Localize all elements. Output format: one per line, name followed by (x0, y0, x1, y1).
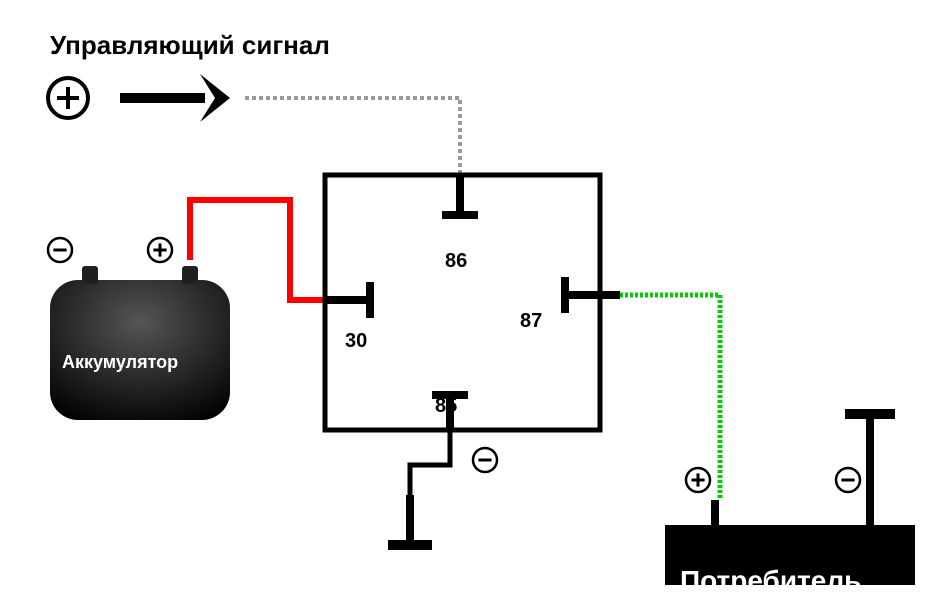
wire-signal (245, 98, 460, 175)
relay-pin-label-30: 30 (345, 330, 367, 353)
wire-85-to-ground (410, 430, 450, 495)
relay-pin-label-86: 86 (445, 250, 467, 273)
consumer-ground-icon (845, 409, 895, 419)
relay-ground-icon (388, 540, 432, 550)
relay-pin-label-85: 85 (435, 395, 457, 418)
consumer-label: Потребитель (680, 565, 861, 597)
battery-label: Аккумулятор (62, 352, 178, 373)
relay-pin-label-87: 87 (520, 310, 542, 333)
battery-body (50, 280, 230, 420)
title-label: Управляющий сигнал (50, 30, 330, 61)
